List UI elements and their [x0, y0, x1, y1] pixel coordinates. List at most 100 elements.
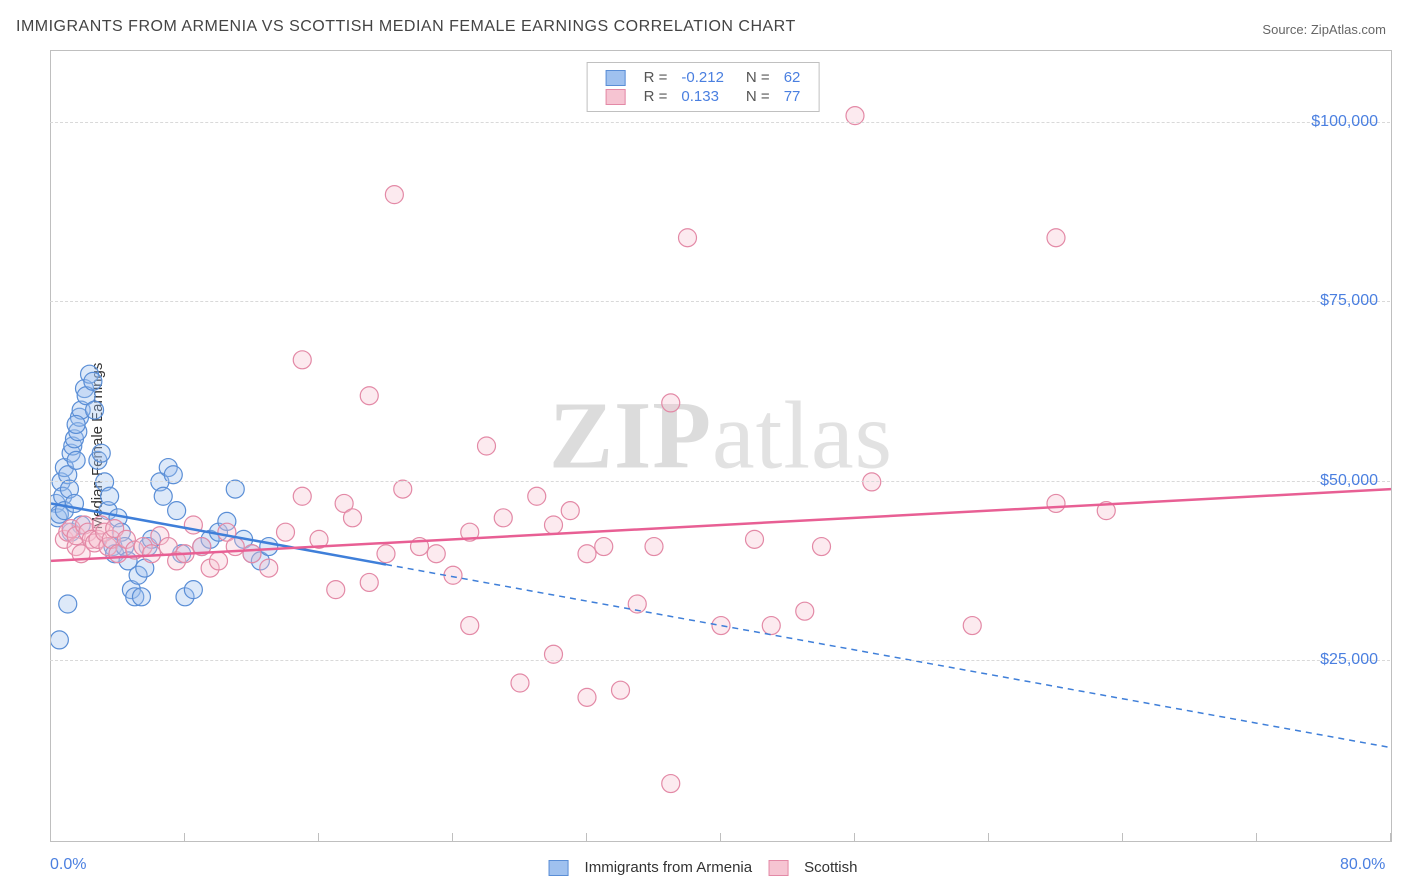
legend-swatch	[768, 860, 788, 876]
data-point	[344, 509, 362, 527]
data-point	[293, 351, 311, 369]
data-point	[528, 487, 546, 505]
data-point	[645, 538, 663, 556]
legend-swatch	[606, 89, 626, 105]
regression-line	[51, 489, 1391, 561]
data-point	[86, 401, 104, 419]
data-point	[1047, 494, 1065, 512]
chart-title: IMMIGRANTS FROM ARMENIA VS SCOTTISH MEDI…	[16, 18, 796, 36]
x-tick	[720, 833, 721, 841]
data-point	[394, 480, 412, 498]
data-point	[132, 588, 150, 606]
chart-container: IMMIGRANTS FROM ARMENIA VS SCOTTISH MEDI…	[0, 0, 1406, 892]
data-point	[226, 538, 244, 556]
source-name: ZipAtlas.com	[1311, 22, 1386, 37]
legend-r-label: R =	[638, 88, 674, 105]
data-point	[1047, 229, 1065, 247]
data-point	[662, 775, 680, 793]
x-tick	[1390, 833, 1391, 841]
data-point	[67, 451, 85, 469]
gridline	[50, 301, 1390, 302]
data-point	[210, 552, 228, 570]
legend-correlation-body: R = -0.212N = 62 R = 0.133N = 77	[600, 69, 807, 105]
plot-svg	[51, 51, 1391, 841]
gridline	[50, 660, 1390, 661]
data-point	[813, 538, 831, 556]
legend-n-label: N =	[732, 69, 776, 86]
legend-correlation: R = -0.212N = 62 R = 0.133N = 77	[587, 62, 820, 112]
data-point	[963, 617, 981, 635]
y-tick-label: $50,000	[1320, 472, 1378, 490]
data-point	[377, 545, 395, 563]
legend-n-label: N =	[732, 88, 776, 105]
source-credit: Source: ZipAtlas.com	[1262, 22, 1386, 37]
legend-n-value: 77	[778, 88, 807, 105]
legend-row: R = 0.133N = 77	[600, 88, 807, 105]
data-point	[385, 186, 403, 204]
source-label: Source:	[1262, 22, 1307, 37]
legend-swatch	[549, 860, 569, 876]
data-point	[260, 559, 278, 577]
data-point	[578, 545, 596, 563]
data-point	[226, 480, 244, 498]
data-point	[143, 545, 161, 563]
data-point	[478, 437, 496, 455]
data-point	[679, 229, 697, 247]
x-tick	[50, 833, 51, 841]
data-point	[154, 487, 172, 505]
data-point	[545, 516, 563, 534]
data-point	[84, 372, 102, 390]
x-tick	[854, 833, 855, 841]
data-point	[578, 688, 596, 706]
data-point	[796, 602, 814, 620]
legend-r-value: -0.212	[675, 69, 730, 86]
x-tick	[988, 833, 989, 841]
data-point	[746, 530, 764, 548]
data-point	[762, 617, 780, 635]
legend-label: Immigrants from Armenia	[585, 859, 753, 876]
data-point	[67, 415, 85, 433]
legend-series: Immigrants from Armenia Scottish	[541, 858, 866, 876]
x-tick-label: 0.0%	[50, 856, 86, 874]
data-point	[662, 394, 680, 412]
x-tick	[1256, 833, 1257, 841]
data-point	[260, 538, 278, 556]
data-point	[494, 509, 512, 527]
data-point	[327, 581, 345, 599]
x-tick-label: 80.0%	[1340, 856, 1385, 874]
data-point	[561, 502, 579, 520]
y-tick-label: $100,000	[1311, 113, 1378, 131]
data-point	[92, 444, 110, 462]
gridline	[50, 481, 1390, 482]
data-point	[51, 631, 68, 649]
data-point	[360, 573, 378, 591]
data-point	[612, 681, 630, 699]
data-point	[461, 617, 479, 635]
data-point	[101, 487, 119, 505]
y-tick-label: $25,000	[1320, 651, 1378, 669]
legend-n-value: 62	[778, 69, 807, 86]
plot-area: ZIPatlas	[50, 50, 1392, 842]
legend-r-value: 0.133	[675, 88, 730, 105]
data-point	[863, 473, 881, 491]
legend-row: R = -0.212N = 62	[600, 69, 807, 86]
data-point	[184, 581, 202, 599]
x-tick	[452, 833, 453, 841]
data-point	[59, 595, 77, 613]
gridline	[50, 122, 1390, 123]
legend-label: Scottish	[804, 859, 857, 876]
data-point	[360, 387, 378, 405]
y-tick-label: $75,000	[1320, 292, 1378, 310]
x-tick	[318, 833, 319, 841]
x-tick	[586, 833, 587, 841]
data-point	[511, 674, 529, 692]
data-point	[427, 545, 445, 563]
data-point	[595, 538, 613, 556]
x-tick	[1122, 833, 1123, 841]
data-point	[243, 545, 261, 563]
data-point	[293, 487, 311, 505]
regression-line-extrapolated	[386, 565, 1391, 748]
data-point	[712, 617, 730, 635]
data-point	[277, 523, 295, 541]
data-point	[168, 502, 186, 520]
